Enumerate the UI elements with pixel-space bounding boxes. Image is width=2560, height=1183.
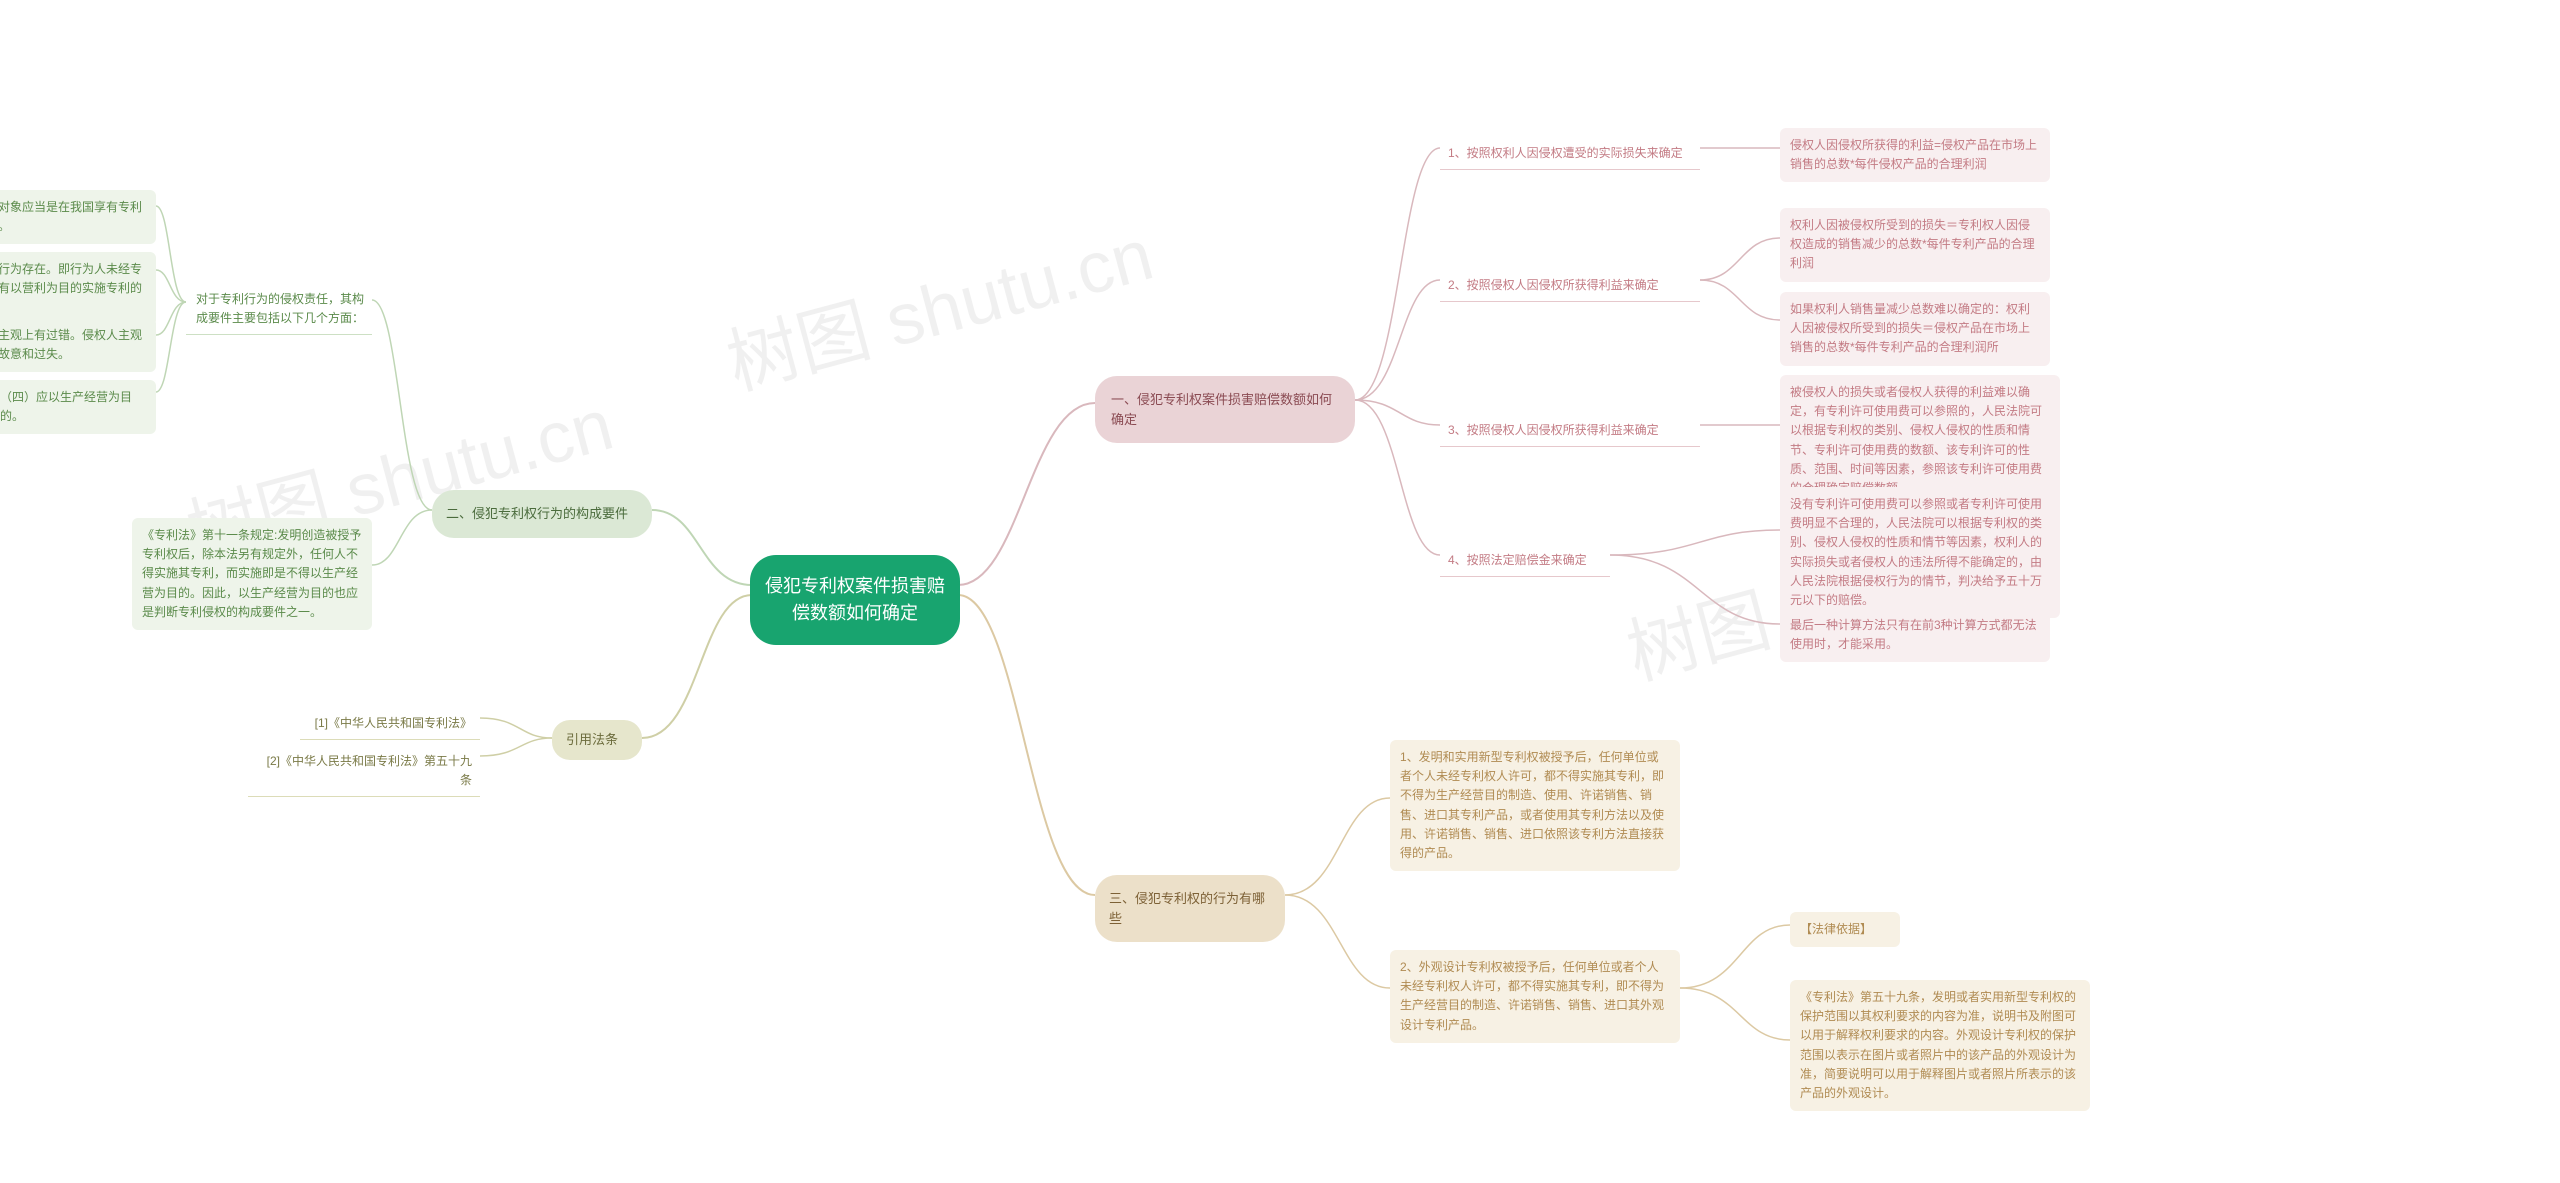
- b3-law-title: 【法律依据】: [1790, 912, 1900, 947]
- b1-n1[interactable]: 1、按照权利人因侵权遭受的实际损失来确定: [1440, 138, 1700, 170]
- b3-law: 《专利法》第五十九条，发明或者实用新型专利权的保护范围以其权利要求的内容为准，说…: [1790, 980, 2090, 1111]
- b1-n4-d1: 没有专利许可使用费可以参照或者专利许可使用费明显不合理的，人民法院可以根据专利权…: [1780, 487, 2060, 618]
- branch-3[interactable]: 三、侵犯专利权的行为有哪些: [1095, 875, 1285, 942]
- center-topic[interactable]: 侵犯专利权案件损害赔偿数额如何确定: [750, 555, 960, 645]
- b3-p2: 2、外观设计专利权被授予后，任何单位或者个人未经专利权人许可，都不得实施其专利，…: [1390, 950, 1680, 1043]
- b1-n3[interactable]: 3、按照侵权人因侵权所获得利益来确定: [1440, 415, 1700, 447]
- b2-i2: （二）有违法行为存在。即行为人未经专利权人许可，有以营利为目的实施专利的行为。: [0, 252, 156, 326]
- branch-1[interactable]: 一、侵犯专利权案件损害赔偿数额如何确定: [1095, 376, 1355, 443]
- connector-lines: [0, 0, 2560, 1183]
- branch-4[interactable]: 引用法条: [552, 720, 642, 760]
- branch-2[interactable]: 二、侵犯专利权行为的构成要件: [432, 490, 652, 538]
- b4-r1: [1]《中华人民共和国专利法》: [300, 708, 480, 740]
- b2-i1: （一）侵犯的对象应当是在我国享有专利权的有效专利。: [0, 190, 156, 244]
- b1-n4-d2: 最后一种计算方法只有在前3种计算方式都无法使用时，才能采用。: [1780, 608, 2050, 662]
- b4-r2: [2]《中华人民共和国专利法》第五十九条: [248, 746, 480, 797]
- watermark-2: 树图 shutu.cn: [714, 195, 1163, 409]
- b1-n4[interactable]: 4、按照法定赔偿金来确定: [1440, 545, 1610, 577]
- b1-n2-d2: 如果权利人销售量减少总数难以确定的：权利人因被侵权所受到的损失＝侵权产品在市场上…: [1780, 292, 2050, 366]
- b2-i4: （四）应以生产经营为目的。: [0, 380, 156, 434]
- b2-intro: 对于专利行为的侵权责任，其构成要件主要包括以下几个方面：: [186, 284, 372, 335]
- b1-n2-d1: 权利人因被侵权所受到的损失＝专利权人因侵权造成的销售减少的总数*每件专利产品的合…: [1780, 208, 2050, 282]
- b1-n1-detail: 侵权人因侵权所获得的利益=侵权产品在市场上销售的总数*每件侵权产品的合理利润: [1780, 128, 2050, 182]
- b3-p1: 1、发明和实用新型专利权被授予后，任何单位或者个人未经专利权人许可，都不得实施其…: [1390, 740, 1680, 871]
- b1-n2[interactable]: 2、按照侵权人因侵权所获得利益来确定: [1440, 270, 1700, 302]
- b2-note: 《专利法》第十一条规定:发明创造被授予专利权后，除本法另有规定外，任何人不得实施…: [132, 518, 372, 630]
- b2-i3: （三）行为人主观上有过错。侵权人主观上的过错包括故意和过失。: [0, 318, 156, 372]
